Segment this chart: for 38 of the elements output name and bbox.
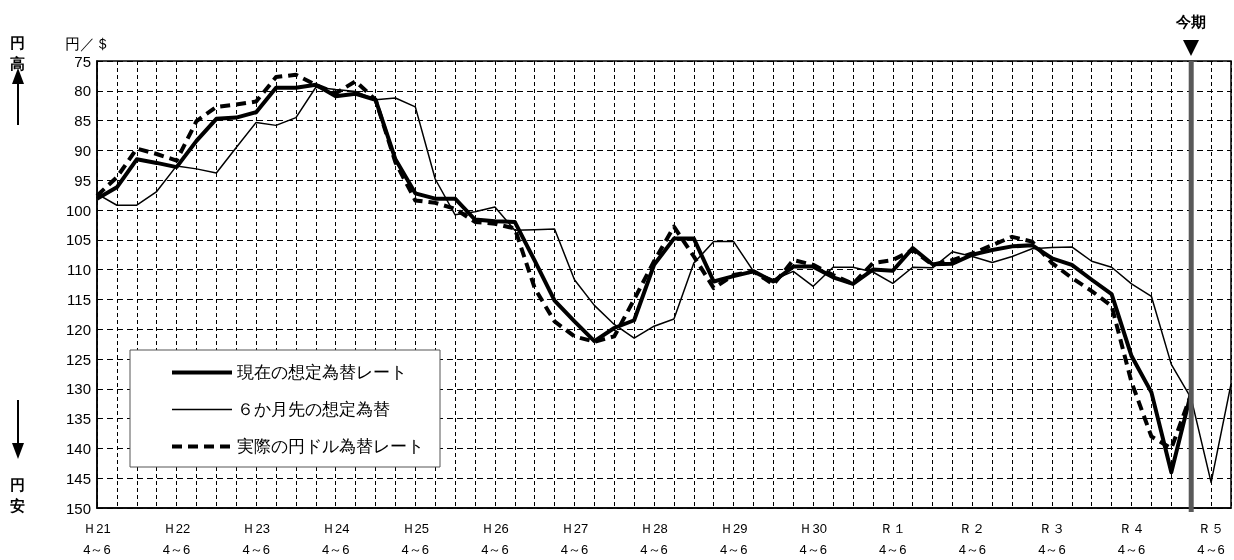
x-tick-label: Ｒ３ 4～6 xyxy=(1038,521,1066,557)
x-tick-label: Ｈ21 4～6 xyxy=(83,521,111,557)
ref-line-label: 今期 xyxy=(1175,13,1207,30)
legend-label: 現在の想定為替レート xyxy=(237,363,407,382)
y-tick-label: 115 xyxy=(67,290,91,308)
text: 円高 xyxy=(10,34,25,72)
x-tick-label: Ｈ24 4～6 xyxy=(322,521,350,557)
x-tick-label: Ｈ22 4～6 xyxy=(162,521,191,557)
y-tick-label: 135 xyxy=(65,410,91,428)
y-tick-label: 110 xyxy=(67,261,91,279)
y-tick-label: 120 xyxy=(65,320,91,338)
y-tick-label: 145 xyxy=(65,469,91,487)
x-tick-label: Ｈ28 4～6 xyxy=(640,521,668,557)
y-tick-label: 125 xyxy=(65,350,91,368)
x-tick-label: Ｈ30 4～6 xyxy=(799,521,827,557)
x-tick-label: Ｒ５ 4～6 xyxy=(1197,521,1225,557)
y-tick-label: 75 xyxy=(74,52,91,70)
y-tick-label: 100 xyxy=(65,201,91,219)
y-tick-label: 85 xyxy=(74,112,91,130)
x-tick-label: Ｒ２ 4～6 xyxy=(958,521,987,557)
legend-label: ６か月先の想定為替 xyxy=(237,400,390,419)
x-tick-label: Ｈ25 4～6 xyxy=(401,521,430,557)
y-tick-label: 150 xyxy=(65,499,91,517)
legend-label: 実際の円ドル為替レート xyxy=(237,437,424,456)
x-tick-label: Ｈ29 4～6 xyxy=(719,521,748,557)
text: 円安 xyxy=(10,476,25,514)
x-tick-label: Ｒ１ 4～6 xyxy=(879,521,907,557)
y-tick-label: 105 xyxy=(65,231,91,249)
x-tick-label: Ｈ27 4～6 xyxy=(560,521,589,557)
x-tick-label: Ｈ26 4～6 xyxy=(481,521,509,557)
y-tick-label: 90 xyxy=(74,141,91,159)
y-tick-label: 80 xyxy=(74,82,91,100)
y-tick-label: 130 xyxy=(65,380,91,398)
x-tick-label: Ｒ４ 4～6 xyxy=(1117,521,1146,557)
x-tick-label: Ｈ23 4～6 xyxy=(242,521,270,557)
y-tick-label: 95 xyxy=(74,171,91,189)
y-tick-label: 140 xyxy=(65,439,91,457)
y-axis-title: 円／＄ xyxy=(64,35,110,52)
